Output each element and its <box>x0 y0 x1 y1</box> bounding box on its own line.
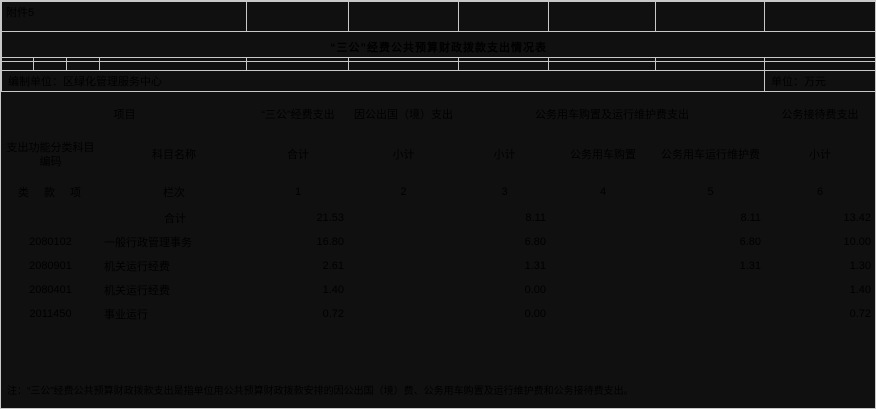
cell-value: 1.30 <box>849 260 872 272</box>
col-index-3: 3 <box>501 186 508 198</box>
col-index-6: 6 <box>816 186 824 198</box>
title-row: “三公”经费公共预算财政拨款支出情况表 <box>1 31 875 62</box>
header-group-reception: 公务接待费支出 <box>781 109 859 121</box>
cell-name: 事业运行 <box>104 309 148 321</box>
meta-row: 编制单位：区绿化管理服务中心 单位：万元 <box>1 70 875 92</box>
compile-unit-label: 编制单位：区绿化管理服务中心 <box>1 70 765 92</box>
empty-cell <box>348 1 459 32</box>
empty-cell <box>99 57 247 71</box>
empty-cell <box>1 57 34 71</box>
header-group-row: 项目 “三公”经费支出 因公出国（境）支出 公务用车购置及运行维护费支出 公务接… <box>1 96 875 132</box>
column-index-row: 类 款 项 栏次 1 2 3 4 5 6 <box>1 178 875 206</box>
cell-value: 6.80 <box>739 236 762 248</box>
cell-name: 一般行政管理事务 <box>104 237 192 249</box>
cell-value: 6.80 <box>524 236 546 248</box>
header-subtotal-vehicle: 小计 <box>493 148 516 161</box>
header-group-sangong: “三公”经费支出 <box>261 109 335 121</box>
top-header-grid: 附件5 “三公”经费公共预算财政拨款支出情况表 <box>1 1 875 62</box>
header-code: 支出功能分类科目编码 <box>6 141 95 168</box>
header-subtotal-abroad: 小计 <box>392 148 415 161</box>
empty-cell <box>348 57 459 71</box>
cell-value <box>550 206 656 230</box>
cell-name: 机关运行经费 <box>104 261 170 273</box>
cell-value: 2.61 <box>322 260 344 272</box>
header-total: 合计 <box>287 148 309 161</box>
cell-code: 2011450 <box>29 308 72 320</box>
empty-cell <box>33 57 67 71</box>
table-row: 2080401 机关运行经费 1.40 0.00 1.40 <box>1 278 875 302</box>
cell-value <box>348 254 459 278</box>
footnote: 注：“三公”经费公共预算财政拨款支出是指单位用公共预算财政拨款安排的因公出国（境… <box>7 386 634 397</box>
table-row: 2080901 机关运行经费 2.61 1.31 1.31 1.30 <box>1 254 875 278</box>
table-row-total: 合计 21.53 8.11 8.11 13.42 <box>1 206 875 230</box>
table-row: 2011450 事业运行 0.72 0.00 0.72 <box>1 302 875 326</box>
cell-value <box>348 206 459 230</box>
cell-value: 8.11 <box>740 212 762 224</box>
cell-value <box>550 278 656 302</box>
empty-cell <box>548 1 656 32</box>
cell-value: 1.31 <box>524 260 546 272</box>
col-index-5: 5 <box>707 186 714 198</box>
empty-cell <box>548 57 656 71</box>
cell-name: 机关运行经费 <box>104 285 170 297</box>
header-group-vehicle: 公务用车购置及运行维护费支出 <box>535 109 690 121</box>
cell-value <box>656 302 765 326</box>
main-table: 项目 “三公”经费支出 因公出国（境）支出 公务用车购置及运行维护费支出 公务接… <box>1 96 875 326</box>
empty-cell <box>764 1 875 32</box>
cell-value <box>550 254 656 278</box>
cell-value: 1.31 <box>739 260 762 272</box>
cell-value <box>550 230 656 254</box>
cell-value <box>348 278 459 302</box>
attachment-row: 附件5 <box>1 1 875 32</box>
header-sub-row: 支出功能分类科目编码 科目名称 合计 小计 小计 公务用车购置 公务用车运行维护… <box>1 132 875 178</box>
cell-value <box>348 230 459 254</box>
spacer-row <box>1 57 875 71</box>
header-subject-name: 科目名称 <box>152 148 196 161</box>
header-column-index-label: 栏次 <box>163 187 185 199</box>
cell-value: 0.72 <box>322 308 344 320</box>
empty-cell <box>655 57 765 71</box>
table-row: 2080102 一般行政管理事务 16.80 6.80 6.80 10.00 <box>1 230 875 254</box>
header-class-section-item: 类 款 项 <box>18 187 83 199</box>
col-index-2: 2 <box>400 186 407 198</box>
attachment-label: 附件5 <box>1 1 247 32</box>
empty-cell <box>458 1 549 32</box>
cell-value: 0.00 <box>524 284 546 296</box>
header-vehicle-purchase: 公务用车购置 <box>570 148 636 161</box>
empty-cell <box>764 57 875 71</box>
page-title: “三公”经费公共预算财政拨款支出情况表 <box>1 31 875 62</box>
cell-value: 10.00 <box>843 236 872 248</box>
header-vehicle-maintain: 公务用车运行维护费 <box>661 148 761 161</box>
spacer-grid: 编制单位：区绿化管理服务中心 单位：万元 <box>1 57 875 92</box>
cell-value <box>348 302 459 326</box>
header-subtotal-reception: 小计 <box>809 148 832 161</box>
empty-cell <box>66 57 100 71</box>
cell-code <box>1 206 100 230</box>
empty-cell <box>655 1 765 32</box>
cell-value <box>656 278 765 302</box>
unit-label: 单位：万元 <box>764 70 875 92</box>
cell-value: 16.80 <box>316 236 344 248</box>
cell-value: 0.00 <box>524 308 546 320</box>
cell-value: 1.40 <box>322 284 344 296</box>
empty-cell <box>246 57 349 71</box>
cell-value: 0.72 <box>849 308 872 320</box>
cell-code: 2080901 <box>29 260 72 272</box>
cell-name: 合计 <box>164 213 186 225</box>
col-index-4: 4 <box>599 186 607 198</box>
empty-cell <box>246 1 349 32</box>
header-group-abroad: 因公出国（境）支出 <box>354 109 453 121</box>
empty-cell <box>458 57 549 71</box>
cell-code: 2080102 <box>29 236 72 248</box>
cell-value: 8.11 <box>525 212 546 224</box>
cell-value: 21.53 <box>316 212 344 224</box>
cell-value <box>550 302 656 326</box>
cell-value: 1.40 <box>849 284 872 296</box>
cell-code: 2080401 <box>29 284 72 296</box>
cell-value: 13.42 <box>843 212 872 224</box>
col-index-1: 1 <box>294 186 302 198</box>
header-project: 项目 <box>113 109 136 121</box>
